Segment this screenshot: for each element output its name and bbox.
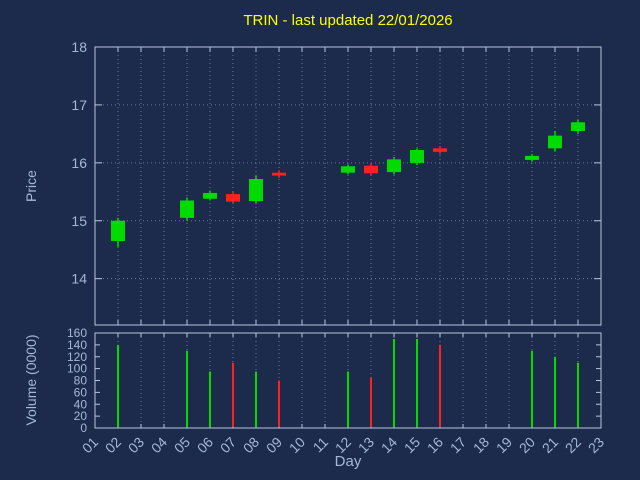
volume-tick-label: 140 — [67, 338, 87, 352]
x-tick-label: 07 — [217, 434, 239, 456]
candlestick — [249, 175, 263, 204]
volume-tick-label: 80 — [74, 374, 88, 388]
candlestick — [341, 164, 355, 175]
day-axis-label: Day — [334, 453, 362, 470]
candlestick — [571, 119, 585, 134]
x-tick-label: 05 — [171, 434, 193, 456]
chart-title: TRIN - last updated 22/01/2026 — [243, 12, 453, 29]
x-tick-label: 22 — [562, 434, 584, 456]
volume-tick-label: 60 — [74, 385, 88, 399]
x-tick-label: 18 — [470, 434, 492, 456]
volume-tick-label: 100 — [67, 362, 87, 376]
price-tick-label: 18 — [71, 39, 87, 55]
candlestick — [226, 191, 240, 204]
x-tick-label: 13 — [355, 434, 377, 456]
x-tick-label: 19 — [493, 434, 515, 456]
price-tick-label: 16 — [71, 155, 87, 171]
candlestick — [387, 157, 401, 175]
x-tick-label: 03 — [125, 434, 147, 456]
x-tick-label: 12 — [332, 434, 354, 456]
x-tick-label: 10 — [286, 434, 308, 456]
panel-borders — [94, 46, 602, 429]
x-tick-label: 08 — [240, 434, 262, 456]
axis-tick-labels: 01 02 03 04 05 06 07 08 09 10 11 12 13 14 15 16 17 18 19 20… — [67, 39, 607, 456]
price-tick-label: 14 — [71, 271, 87, 287]
candlestick — [180, 197, 194, 221]
candlestick — [410, 148, 424, 166]
candlestick — [272, 170, 286, 178]
x-tick-label: 20 — [516, 434, 538, 456]
price-tick-label: 15 — [71, 213, 87, 229]
axis-ticks — [94, 46, 602, 429]
x-tick-label: 21 — [539, 434, 561, 456]
candlestick — [525, 154, 539, 162]
x-tick-label: 16 — [424, 434, 446, 456]
x-tick-label: 14 — [378, 434, 400, 456]
x-tick-label: 09 — [263, 434, 285, 456]
price-tick-label: 17 — [71, 97, 87, 113]
x-tick-label: 06 — [194, 434, 216, 456]
candlestick — [433, 146, 447, 155]
volume-tick-label: 40 — [74, 397, 88, 411]
volume-tick-label: 120 — [67, 350, 87, 364]
x-tick-label: 17 — [447, 434, 469, 456]
volume-tick-label: 160 — [67, 326, 87, 340]
x-tick-label: 01 — [79, 434, 101, 456]
gridlines — [94, 46, 602, 428]
candlestick — [548, 130, 562, 152]
candlestick — [203, 190, 217, 201]
volume-tick-label: 20 — [74, 409, 88, 423]
x-tick-label: 15 — [401, 434, 423, 456]
x-tick-label: 11 — [310, 434, 332, 456]
series — [111, 119, 585, 427]
x-tick-label: 04 — [148, 434, 170, 456]
volume-tick-label: 0 — [80, 421, 87, 435]
candlestick — [111, 217, 125, 247]
x-tick-label: 23 — [585, 434, 607, 456]
candlestick — [364, 163, 378, 175]
x-tick-label: 02 — [102, 434, 124, 456]
